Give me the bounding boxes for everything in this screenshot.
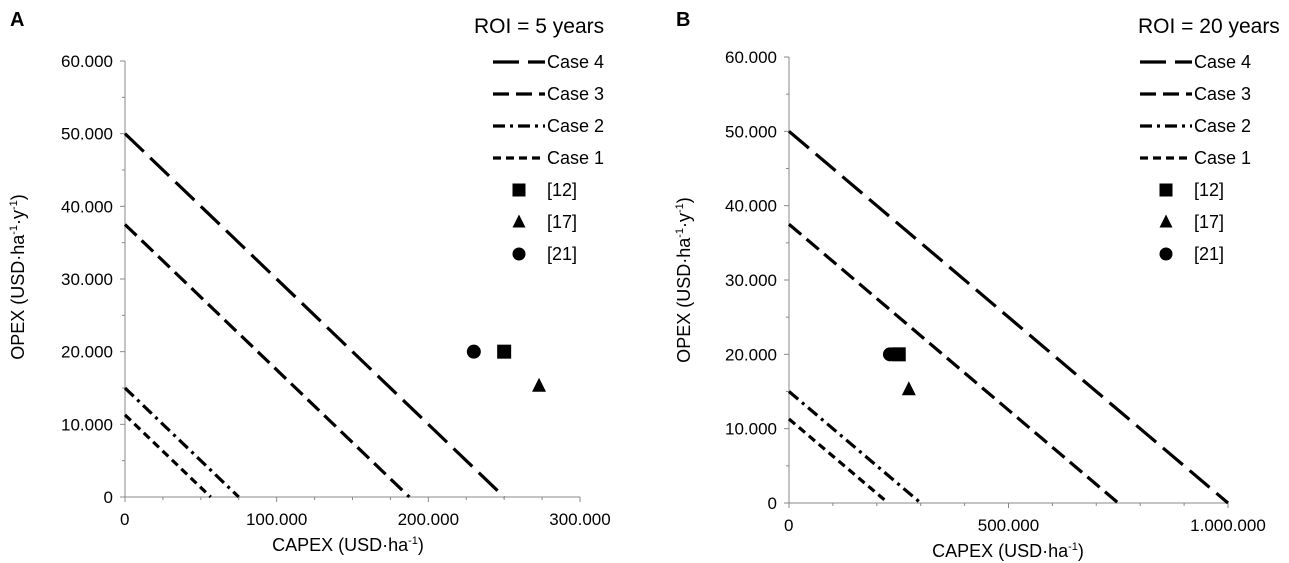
legend-marker-circle: [1159, 247, 1173, 261]
y-tick-label: 60.000: [725, 48, 777, 67]
legend-label: [21]: [547, 244, 577, 264]
legend-label: Case 2: [547, 116, 604, 136]
series-line-case-1: [123, 413, 212, 499]
x-axis-label: CAPEX (USD·ha-1): [272, 535, 424, 555]
legend-label: Case 3: [547, 84, 604, 104]
x-tick-label: 200.000: [398, 510, 459, 529]
data-point-17: [532, 377, 547, 392]
data-point-17: [901, 381, 916, 396]
y-tick-label: 30.000: [61, 270, 113, 289]
series-line-case-2: [123, 386, 240, 499]
x-tick-label: 500.000: [978, 516, 1039, 535]
legend-label: Case 2: [1194, 116, 1251, 136]
y-tick-label: 40.000: [61, 197, 113, 216]
x-tick-label: 1.000.000: [1190, 516, 1266, 535]
series-line-case-4: [123, 132, 506, 499]
y-axis-label: OPEX (USD·ha-1·y-1): [8, 194, 28, 360]
series-line-case-2: [787, 390, 922, 505]
legend-marker-circle: [512, 247, 526, 261]
legend-label: Case 4: [547, 52, 604, 72]
data-point-12: [497, 344, 512, 359]
y-axis-label: OPEX (USD·ha-1·y-1): [674, 197, 694, 363]
y-tick-label: 20.000: [61, 343, 113, 362]
series-line-case-1: [787, 417, 890, 505]
legend-marker-square: [1159, 183, 1173, 197]
x-tick-label: 0: [120, 510, 129, 529]
legend-label: Case 3: [1194, 84, 1251, 104]
legend-label: Case 4: [1194, 52, 1251, 72]
legend-label: [12]: [1194, 180, 1224, 200]
legend-marker-triangle: [1159, 214, 1173, 228]
legend-label: [17]: [547, 212, 577, 232]
series-line-case-4: [787, 130, 1230, 505]
legend-label: Case 1: [1194, 148, 1251, 168]
chart-title: ROI = 5 years: [474, 15, 604, 38]
panel-b: B ROI = 20 years CAPEX (USD·ha-1) OPEX (…: [674, 9, 1280, 561]
y-tick-label: 0: [768, 494, 777, 513]
x-axis-label: CAPEX (USD·ha-1): [932, 541, 1084, 561]
y-tick-label: 10.000: [61, 415, 113, 434]
x-tick-label: 100.000: [246, 510, 307, 529]
panel-label: A: [10, 9, 24, 31]
y-tick-label: 40.000: [725, 197, 777, 216]
legend-marker-triangle: [512, 214, 526, 228]
y-tick-label: 30.000: [725, 271, 777, 290]
legend: Case 4 Case 3 Case 2 Case 1 [12] [17] [21]: [493, 52, 604, 264]
panel-label: B: [676, 9, 690, 31]
y-tick-label: 50.000: [61, 125, 113, 144]
y-tick-label: 60.000: [61, 52, 113, 71]
y-tick-label: 10.000: [725, 420, 777, 439]
legend-marker-square: [512, 183, 526, 197]
data-point-21: [466, 344, 481, 359]
panel-a: A ROI = 5 years CAPEX (USD·ha-1) OPEX (U…: [8, 9, 611, 555]
x-tick-label: 0: [784, 516, 793, 535]
legend: Case 4 Case 3 Case 2 Case 1 [12] [17] [21]: [1140, 52, 1251, 264]
y-tick-label: 0: [104, 488, 113, 507]
series-line-case-3: [787, 223, 1120, 505]
legend-label: [17]: [1194, 212, 1224, 232]
y-tick-label: 20.000: [725, 345, 777, 364]
data-point-21: [882, 347, 897, 362]
legend-label: Case 1: [547, 148, 604, 168]
y-tick-label: 50.000: [725, 122, 777, 141]
legend-label: [21]: [1194, 244, 1224, 264]
series-line-case-3: [123, 223, 411, 499]
legend-label: [12]: [547, 180, 577, 200]
chart-title: ROI = 20 years: [1138, 15, 1280, 38]
x-tick-label: 300.000: [549, 510, 610, 529]
